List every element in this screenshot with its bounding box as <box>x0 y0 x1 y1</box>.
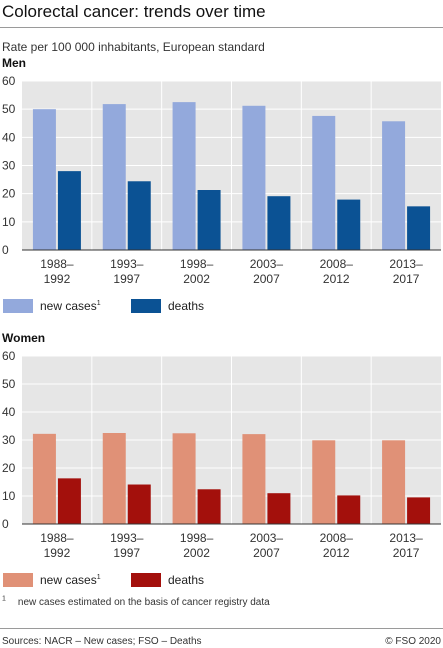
legend-swatch-deaths <box>131 573 161 587</box>
title-divider <box>0 27 443 28</box>
page-title: Colorectal cancer: trends over time <box>2 2 266 21</box>
x-tick-label: 2017 <box>393 272 420 286</box>
bar-new-cases <box>172 433 196 524</box>
bar-new-cases <box>382 121 406 250</box>
legend-label-deaths: deaths <box>168 573 205 587</box>
x-tick-label: 2013– <box>389 257 423 271</box>
bar-deaths <box>407 497 431 524</box>
bar-deaths <box>197 190 221 250</box>
x-tick-label: 2003– <box>250 531 284 545</box>
bar-new-cases <box>32 109 56 251</box>
y-tick-label: 40 <box>2 405 16 419</box>
x-tick-label: 2003– <box>250 257 284 271</box>
legend-swatch-new-cases <box>3 573 33 587</box>
y-tick-label: 40 <box>2 130 16 144</box>
y-tick-label: 20 <box>2 187 16 201</box>
x-tick-label: 1997 <box>113 272 140 286</box>
x-tick-label: 1992 <box>44 546 71 560</box>
x-tick-label: 2012 <box>323 546 350 560</box>
x-tick-label: 2012 <box>323 272 350 286</box>
bar-deaths <box>337 495 361 524</box>
footnote-mark: 1 <box>2 595 6 603</box>
legend-label-new-cases: new cases1 <box>40 573 101 587</box>
bar-deaths <box>127 181 151 250</box>
bar-new-cases <box>312 440 336 524</box>
bar-deaths <box>127 484 151 524</box>
x-tick-label: 2007 <box>253 272 280 286</box>
bar-deaths <box>57 478 81 524</box>
bar-new-cases <box>102 104 126 250</box>
bar-deaths <box>337 199 361 250</box>
y-tick-label: 60 <box>2 74 16 88</box>
y-tick-label: 0 <box>2 243 9 257</box>
bar-new-cases <box>382 440 406 524</box>
x-tick-label: 2008– <box>320 531 354 545</box>
y-tick-label: 10 <box>2 489 16 503</box>
y-tick-label: 30 <box>2 433 16 447</box>
x-tick-label: 1997 <box>113 546 140 560</box>
bar-new-cases <box>242 105 266 250</box>
x-tick-label: 2002 <box>183 546 210 560</box>
bar-new-cases <box>312 115 336 250</box>
x-tick-label: 1993– <box>110 531 144 545</box>
y-tick-label: 10 <box>2 215 16 229</box>
x-tick-label: 2013– <box>389 531 423 545</box>
y-tick-label: 50 <box>2 377 16 391</box>
x-tick-label: 2017 <box>393 546 420 560</box>
y-tick-label: 30 <box>2 159 16 173</box>
x-tick-label: 1998– <box>180 257 214 271</box>
bar-new-cases <box>32 433 56 524</box>
y-tick-label: 0 <box>2 517 9 531</box>
bar-deaths <box>267 196 291 250</box>
y-tick-label: 20 <box>2 461 16 475</box>
copyright-note: © FSO 2020 <box>385 636 441 647</box>
x-tick-label: 2007 <box>253 546 280 560</box>
y-tick-label: 50 <box>2 102 16 116</box>
source-note: Sources: NACR – New cases; FSO – Deaths <box>2 636 202 647</box>
footnote: 1 new cases estimated on the basis of can… <box>2 595 270 608</box>
bar-deaths <box>197 489 221 524</box>
x-tick-label: 2008– <box>320 257 354 271</box>
y-tick-label: 60 <box>2 349 16 363</box>
panel-title-women: Women <box>2 331 46 345</box>
x-tick-label: 1993– <box>110 257 144 271</box>
x-tick-label: 1988– <box>40 531 74 545</box>
x-tick-label: 1998– <box>180 531 214 545</box>
footnote-text: new cases estimated on the basis of canc… <box>17 597 270 608</box>
bar-deaths <box>57 171 81 250</box>
footer-divider <box>0 628 443 629</box>
legend-label-deaths: deaths <box>168 299 205 313</box>
legend-swatch-deaths <box>131 299 161 313</box>
men-bar-chart: 0 10 20 30 40 50 60 1988–1992 1993–1997 1998–2002… <box>2 74 441 286</box>
bar-new-cases <box>102 433 126 524</box>
women-bar-chart: 0 10 20 30 40 50 60 1988–1992 1993–1997 1998–2002… <box>2 349 441 560</box>
panel-title-men: Men <box>2 56 26 70</box>
bar-new-cases <box>242 434 266 524</box>
chart-subtitle: Rate per 100 000 inhabitants, European s… <box>2 40 265 54</box>
bar-deaths <box>267 493 291 524</box>
x-tick-label: 1988– <box>40 257 74 271</box>
bar-deaths <box>407 206 431 250</box>
legend-label-new-cases: new cases1 <box>40 299 101 313</box>
x-tick-label: 2002 <box>183 272 210 286</box>
bar-new-cases <box>172 102 196 250</box>
x-tick-label: 1992 <box>44 272 71 286</box>
legend-swatch-new-cases <box>3 299 33 313</box>
